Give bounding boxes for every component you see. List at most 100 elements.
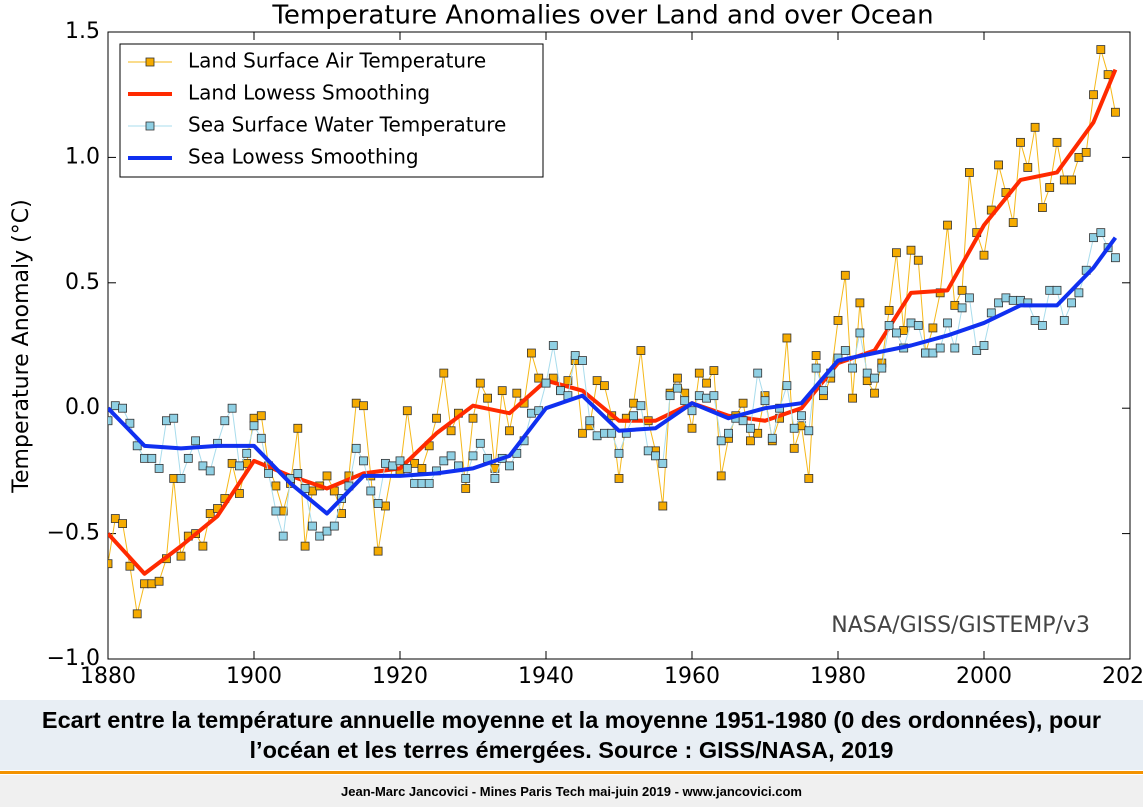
data-point	[957, 303, 967, 313]
data-point	[329, 521, 339, 531]
data-point	[811, 363, 821, 373]
plot-frame	[107, 31, 1131, 660]
data-point	[446, 426, 456, 436]
data-point	[147, 579, 157, 589]
data-point	[227, 458, 237, 468]
x-tick-label: 2000	[956, 664, 1012, 689]
data-point	[578, 356, 587, 365]
data-point	[169, 413, 179, 423]
legend-label: Sea Lowess Smoothing	[188, 145, 419, 169]
data-point	[183, 453, 193, 463]
data-point	[505, 461, 514, 471]
data-point	[1001, 293, 1011, 303]
data-point	[234, 461, 244, 471]
data-point	[380, 458, 390, 468]
data-point	[249, 421, 259, 431]
data-point	[359, 401, 368, 411]
data-point	[782, 381, 792, 391]
data-point	[402, 463, 412, 473]
data-point	[1038, 321, 1047, 330]
data-point	[643, 446, 653, 456]
data-point	[410, 479, 420, 488]
y-tick-label: 1.0	[65, 144, 100, 169]
data-point	[687, 406, 697, 416]
data-point	[256, 411, 266, 421]
data-point	[943, 220, 952, 230]
data-point	[607, 428, 617, 438]
data-point	[979, 341, 989, 350]
data-point	[1008, 295, 1018, 305]
data-point	[578, 428, 587, 438]
data-point	[512, 388, 522, 398]
data-point	[108, 416, 113, 426]
data-point	[789, 443, 799, 453]
data-point	[702, 378, 711, 388]
data-point	[848, 363, 857, 373]
data-point	[782, 333, 792, 343]
data-point	[1016, 295, 1025, 305]
data-point	[965, 168, 974, 177]
data-point	[439, 368, 449, 378]
data-point	[913, 321, 923, 330]
data-point	[293, 423, 303, 433]
data-point	[293, 469, 303, 478]
data-point	[592, 376, 602, 386]
data-point	[110, 401, 120, 411]
data-point	[811, 351, 821, 360]
data-point	[840, 270, 850, 280]
data-point	[234, 489, 244, 498]
data-point	[658, 458, 668, 468]
data-point	[819, 386, 828, 396]
data-point	[548, 341, 558, 350]
x-tick-label: 1880	[80, 664, 136, 689]
data-point	[227, 403, 237, 413]
data-point	[468, 451, 478, 461]
data-point	[636, 346, 646, 355]
data-point	[651, 451, 660, 461]
source-annotation: NASA/GISS/GISTEMP/v3	[831, 613, 1090, 638]
data-point	[351, 398, 361, 408]
x-tick-label: 2020	[1102, 664, 1143, 689]
data-point	[402, 406, 412, 416]
data-point	[490, 474, 500, 483]
x-tick-label: 1980	[810, 664, 866, 689]
data-point	[483, 393, 493, 403]
data-point	[198, 461, 208, 471]
data-point	[198, 541, 208, 551]
y-tick-label: −0.5	[47, 521, 100, 546]
data-point	[965, 293, 974, 303]
data-point	[1089, 233, 1098, 243]
data-point	[709, 391, 719, 401]
data-point	[629, 411, 638, 421]
data-point	[877, 363, 887, 373]
data-point	[1030, 122, 1040, 132]
data-point	[1067, 298, 1076, 308]
data-point	[242, 448, 252, 458]
data-point	[556, 386, 565, 396]
data-point	[446, 451, 456, 461]
data-point	[125, 418, 135, 428]
x-tick-label: 1920	[372, 664, 428, 689]
caption: Ecart entre la température annuelle moye…	[41, 707, 1102, 763]
data-point	[738, 398, 748, 408]
data-point	[315, 531, 325, 541]
data-point	[118, 519, 127, 528]
y-tick-label: 1.5	[65, 19, 100, 44]
data-point	[432, 413, 441, 423]
data-point	[410, 458, 420, 468]
data-point	[176, 551, 186, 561]
data-point	[351, 443, 361, 453]
data-point	[848, 393, 857, 403]
data-point	[833, 316, 843, 325]
legend-marker	[145, 121, 155, 131]
data-point	[264, 469, 274, 478]
series-line	[108, 236, 1118, 516]
data-point	[804, 426, 814, 436]
data-point	[373, 546, 383, 556]
y-tick-label: −1.0	[47, 646, 100, 671]
data-point	[629, 398, 638, 408]
data-point	[1089, 90, 1098, 100]
data-point	[797, 421, 806, 431]
data-point	[892, 328, 901, 338]
data-point	[680, 396, 690, 406]
